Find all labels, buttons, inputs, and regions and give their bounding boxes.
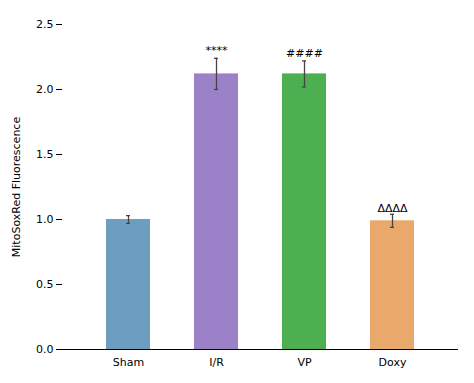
svg-text:I/R: I/R (209, 356, 224, 369)
svg-text:ΔΔΔΔ: ΔΔΔΔ (377, 202, 408, 215)
svg-text:Doxy: Doxy (379, 356, 407, 369)
svg-text:VP: VP (297, 356, 312, 369)
svg-text:Sham: Sham (113, 356, 144, 369)
svg-text:0.5: 0.5 (36, 278, 54, 291)
svg-text:####: #### (286, 47, 323, 60)
svg-text:2.0: 2.0 (36, 83, 54, 96)
svg-text:1.5: 1.5 (36, 148, 54, 161)
svg-text:0.0: 0.0 (36, 343, 54, 356)
svg-text:1.0: 1.0 (36, 213, 54, 226)
svg-text:2.5: 2.5 (36, 18, 54, 31)
svg-text:MitoSoxRed Fluorescence: MitoSoxRed Fluorescence (10, 117, 23, 258)
svg-text:****: **** (206, 44, 229, 57)
